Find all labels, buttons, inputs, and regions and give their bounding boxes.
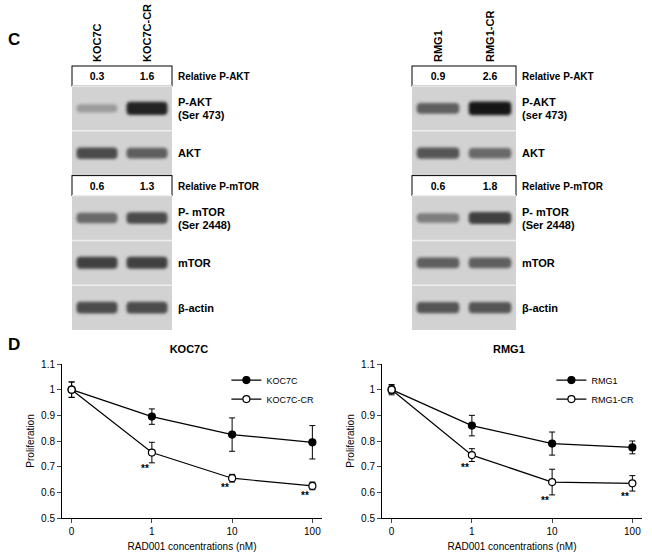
svg-text:RMG1-CR: RMG1-CR xyxy=(484,11,496,62)
svg-text:KOC7C: KOC7C xyxy=(91,23,103,62)
svg-text:1.1: 1.1 xyxy=(361,359,375,370)
svg-text:0.8: 0.8 xyxy=(361,436,375,447)
svg-text:(Ser 473): (Ser 473) xyxy=(178,109,225,121)
svg-text:RMG1: RMG1 xyxy=(591,376,617,386)
svg-text:0.6: 0.6 xyxy=(90,180,105,192)
svg-text:AKT: AKT xyxy=(178,147,201,159)
svg-text:100: 100 xyxy=(304,526,321,537)
svg-text:0.6: 0.6 xyxy=(361,487,375,498)
svg-text:KOC7C: KOC7C xyxy=(266,376,298,386)
svg-text:β-actin: β-actin xyxy=(522,302,558,314)
svg-text:0.3: 0.3 xyxy=(90,70,105,82)
svg-text:0.5: 0.5 xyxy=(361,513,375,524)
svg-text:1.1: 1.1 xyxy=(41,359,55,370)
svg-text:1: 1 xyxy=(469,526,475,537)
svg-text:10: 10 xyxy=(227,526,239,537)
svg-text:Proliferation: Proliferation xyxy=(345,414,356,467)
svg-text:0.7: 0.7 xyxy=(361,461,375,472)
svg-text:Relative P-mTOR: Relative P-mTOR xyxy=(522,181,604,192)
svg-text:0.7: 0.7 xyxy=(41,461,55,472)
svg-text:2.6: 2.6 xyxy=(483,70,498,82)
svg-text:P- mTOR: P- mTOR xyxy=(178,206,225,218)
svg-text:Proliferation: Proliferation xyxy=(25,414,36,467)
svg-text:KOC7C-CR: KOC7C-CR xyxy=(141,4,153,62)
svg-text:P- mTOR: P- mTOR xyxy=(522,206,569,218)
svg-text:mTOR: mTOR xyxy=(522,257,555,269)
svg-text:**: ** xyxy=(301,490,309,501)
svg-text:Relative P-AKT: Relative P-AKT xyxy=(178,71,250,82)
svg-text:1.3: 1.3 xyxy=(140,180,155,192)
svg-text:0.9: 0.9 xyxy=(41,410,55,421)
svg-text:mTOR: mTOR xyxy=(178,257,211,269)
svg-text:P-AKT: P-AKT xyxy=(178,96,212,108)
svg-text:Relative P-mTOR: Relative P-mTOR xyxy=(178,181,260,192)
svg-text:0.6: 0.6 xyxy=(41,487,55,498)
svg-text:**: ** xyxy=(221,482,229,493)
svg-text:AKT: AKT xyxy=(522,147,545,159)
svg-text:**: ** xyxy=(461,462,469,473)
svg-text:0.9: 0.9 xyxy=(431,70,446,82)
html-text:D: D xyxy=(8,335,21,354)
svg-text:**: ** xyxy=(141,463,149,474)
svg-text:RMG1: RMG1 xyxy=(432,30,444,62)
svg-text:RAD001 concentrations (nM): RAD001 concentrations (nM) xyxy=(448,541,577,552)
svg-text:1: 1 xyxy=(149,526,155,537)
svg-text:0.9: 0.9 xyxy=(361,410,375,421)
svg-text:RMG1: RMG1 xyxy=(493,343,525,355)
svg-text:KOC7C-CR: KOC7C-CR xyxy=(266,395,314,405)
svg-text:(Ser 2448): (Ser 2448) xyxy=(178,219,231,231)
svg-text:1.6: 1.6 xyxy=(140,70,155,82)
svg-text:KOC7C: KOC7C xyxy=(170,343,209,355)
svg-text:**: ** xyxy=(541,495,549,506)
svg-text:1: 1 xyxy=(49,384,55,395)
svg-text:**: ** xyxy=(621,491,629,502)
svg-text:RMG1-CR: RMG1-CR xyxy=(591,395,633,405)
svg-text:Relative P-AKT: Relative P-AKT xyxy=(522,71,594,82)
svg-text:0.6: 0.6 xyxy=(431,180,446,192)
svg-text:P-AKT: P-AKT xyxy=(522,96,556,108)
svg-text:β-actin: β-actin xyxy=(178,302,214,314)
svg-text:0: 0 xyxy=(389,526,395,537)
svg-text:0.5: 0.5 xyxy=(41,513,55,524)
svg-text:1.8: 1.8 xyxy=(483,180,498,192)
svg-text:10: 10 xyxy=(547,526,559,537)
svg-text:(Ser 2448): (Ser 2448) xyxy=(522,219,575,231)
svg-text:RAD001 concentrations (nM): RAD001 concentrations (nM) xyxy=(128,541,257,552)
svg-text:(ser 473): (ser 473) xyxy=(522,109,568,121)
svg-text:100: 100 xyxy=(624,526,641,537)
html-text:C: C xyxy=(8,30,21,49)
svg-text:1: 1 xyxy=(369,384,375,395)
svg-text:0.8: 0.8 xyxy=(41,436,55,447)
svg-text:0: 0 xyxy=(69,526,75,537)
